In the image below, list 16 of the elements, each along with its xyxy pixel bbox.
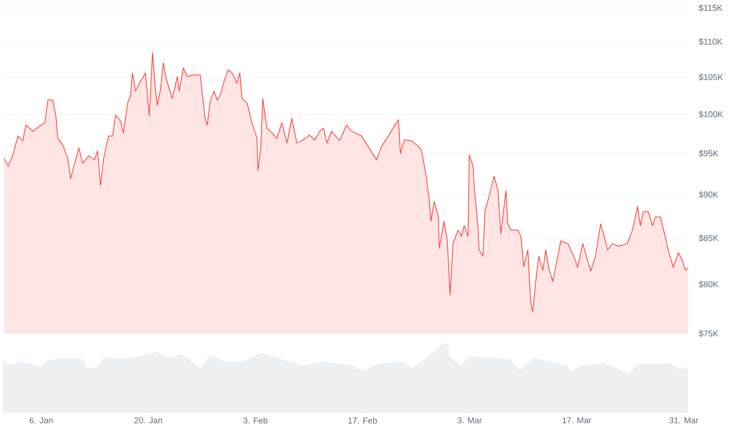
x-tick-label: 6. Jan: [30, 417, 53, 424]
y-tick-label: $100K: [698, 110, 724, 118]
x-tick-label: 20. Jan: [134, 417, 162, 424]
y-tick-label: $85K: [698, 234, 718, 242]
x-tick-label: 3. Feb: [243, 417, 268, 424]
x-tick-label: 17. Feb: [348, 417, 377, 424]
x-tick-label: 3. Mar: [458, 417, 482, 424]
y-tick-label: $95K: [698, 150, 718, 157]
x-tick-label: 31. Mar: [669, 417, 698, 424]
y-tick-label: $90K: [698, 191, 718, 198]
y-tick-label: $75K: [698, 330, 718, 337]
y-tick-label: $115K: [698, 4, 722, 12]
y-tick-label: $80K: [698, 280, 718, 288]
x-tick-label: 17. Mar: [562, 417, 592, 424]
y-tick-label: $105K: [698, 74, 724, 81]
y-tick-label: $110K: [698, 38, 722, 46]
